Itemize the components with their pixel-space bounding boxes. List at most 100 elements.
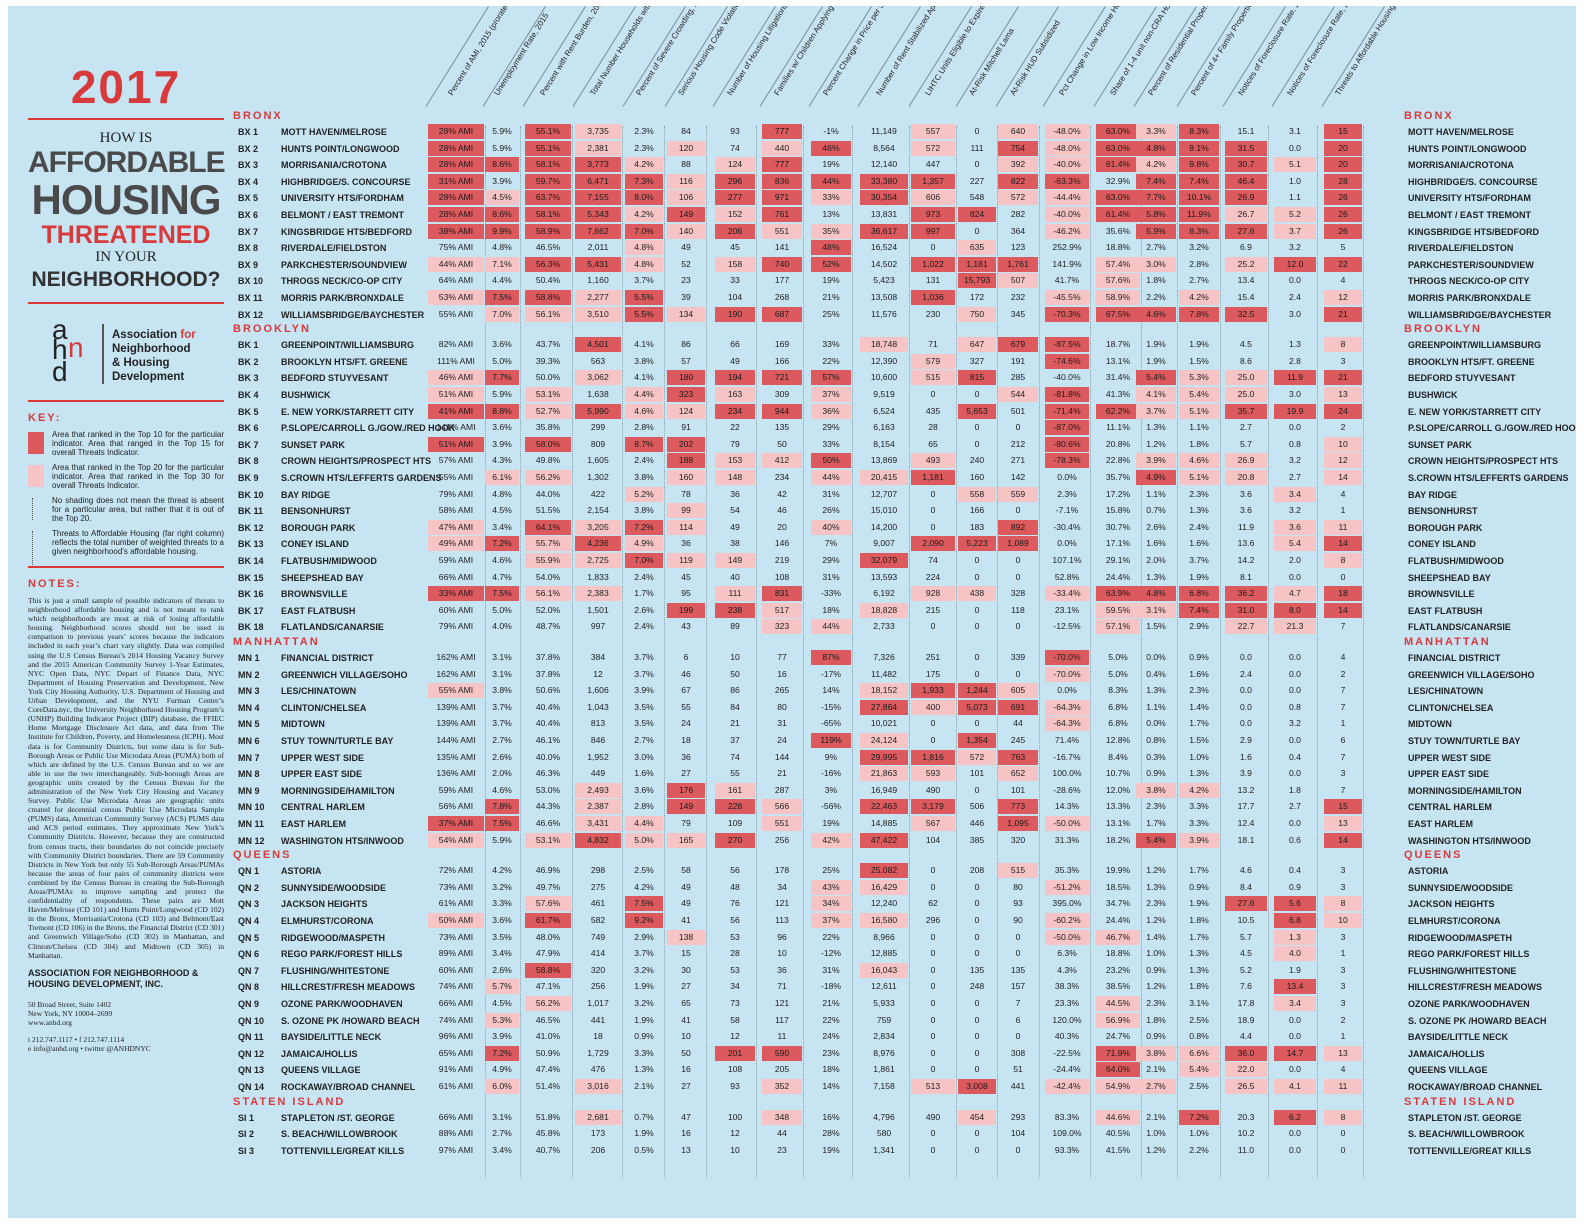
district-name-right: S.CROWN HTS/LEFFERTS GARDENS xyxy=(1408,473,1569,483)
data-cell: 43% xyxy=(811,879,851,895)
district-name: LES/CHINATOWN xyxy=(281,686,357,697)
district-name-right: FLATLANDS/CANARSIE xyxy=(1408,622,1511,633)
data-cell: 1.2% xyxy=(1146,981,1166,992)
data-cell: 240 xyxy=(969,455,985,466)
column-separator xyxy=(1141,126,1142,1178)
data-cell: 39 xyxy=(681,292,691,302)
data-cell: 4 xyxy=(1340,1064,1346,1075)
column-separator xyxy=(997,126,998,1178)
district-name-right: FINANCIAL DISTRICT xyxy=(1408,653,1501,663)
data-cell: 256 xyxy=(774,834,790,845)
data-cell: 515 xyxy=(911,370,955,386)
data-cell: 53.1% xyxy=(525,387,571,402)
data-cell: 5,653 xyxy=(958,403,996,419)
data-cell: 12,707 xyxy=(870,488,898,499)
table-row: BK 10 BAY RIDGE 79% AMI 4.8% 44.0% 422 5.2% 78 3… xyxy=(8,486,1576,503)
district-code: MN 5 xyxy=(238,719,260,730)
data-cell: 12,140 xyxy=(870,159,898,170)
data-cell: 24 xyxy=(777,735,787,745)
district-code: BK 5 xyxy=(238,406,259,417)
data-cell: 3.9% xyxy=(492,175,512,186)
data-cell: 50% xyxy=(811,453,851,469)
data-cell: 567 xyxy=(911,816,955,831)
logo-divider xyxy=(102,324,104,384)
data-cell: 7.5% xyxy=(485,586,519,602)
data-cell: 1 xyxy=(1340,505,1346,516)
data-cell: 3 xyxy=(1340,881,1346,892)
data-cell: 815 xyxy=(958,370,996,386)
table-row: MN 4 CLINTON/CHELSEA 139% AMI 3.7% 40.4% 1,04… xyxy=(8,699,1576,716)
data-cell: 11,149 xyxy=(871,126,897,136)
data-cell: 6.8% xyxy=(1108,701,1128,712)
data-cell: 175 xyxy=(925,668,941,679)
column-separator xyxy=(1090,126,1091,1178)
data-cell: 99 xyxy=(667,503,705,519)
data-cell: 51.8% xyxy=(535,1111,561,1122)
data-cell: 4.2% xyxy=(1179,290,1219,305)
data-cell: 296 xyxy=(925,915,941,925)
data-cell: 8.0 xyxy=(1274,602,1316,618)
data-cell: 95 xyxy=(681,588,691,599)
data-cell: 4.5% xyxy=(492,998,512,1008)
district-name: JACKSON HEIGHTS xyxy=(281,899,368,910)
data-cell: 0 xyxy=(974,422,980,433)
data-cell: 3 xyxy=(1340,931,1346,942)
data-cell: 323 xyxy=(762,619,802,635)
data-cell: 12 xyxy=(593,668,603,679)
data-cell: 177 xyxy=(774,275,790,286)
data-cell: 7.2% xyxy=(625,519,663,535)
data-cell: 48.0% xyxy=(535,931,561,942)
data-cell: 172 xyxy=(969,292,985,302)
data-cell: 1,605 xyxy=(587,455,609,466)
district-code: QN 7 xyxy=(238,965,260,976)
data-cell: 1.3% xyxy=(634,1064,654,1075)
district-code: BK 13 xyxy=(238,539,264,550)
data-cell: 30.7% xyxy=(1105,521,1131,532)
address-line: 50 Broad Street, Suite 1402 xyxy=(28,999,112,1009)
data-cell: -15% xyxy=(820,701,842,712)
district-code: BK 4 xyxy=(238,390,259,400)
data-cell: 124 xyxy=(715,157,755,173)
data-cell: 19% xyxy=(822,1144,840,1155)
data-cell: 55% AMI xyxy=(428,683,484,699)
data-cell: 997 xyxy=(590,621,606,632)
address-line: www.anhd.org xyxy=(28,1017,72,1027)
data-cell: 0.7% xyxy=(634,1111,654,1122)
data-cell: 2.3% xyxy=(1057,488,1077,499)
data-cell: 348 xyxy=(762,1109,802,1125)
table-row: QN 11 BAYSIDE/LITTLE NECK 96% AMI 3.9% 41.0%… xyxy=(8,1029,1576,1045)
data-cell: 0 xyxy=(930,981,936,992)
data-cell: 89% AMI xyxy=(438,948,474,959)
data-cell: 55% AMI xyxy=(438,472,474,482)
data-cell: 28% AMI xyxy=(428,207,484,222)
data-cell: -18% xyxy=(820,981,842,992)
data-cell: 3.7% xyxy=(634,668,654,679)
table-row: MN 3 LES/CHINATOWN 55% AMI 3.8% 50.6% 1,606 3.… xyxy=(8,683,1576,699)
district-name-right: RIDGEWOOD/MASPETH xyxy=(1408,932,1513,943)
data-cell: 23 xyxy=(777,1144,787,1155)
data-cell: 6.2 xyxy=(1274,1109,1316,1125)
data-cell: 572 xyxy=(998,190,1038,206)
data-cell: 11 xyxy=(1324,1079,1362,1094)
data-cell: 1.3% xyxy=(1189,768,1209,779)
district-name-right: EAST HARLEM xyxy=(1408,819,1473,829)
data-cell: 19.9% xyxy=(1105,865,1131,876)
data-cell: 1,761 xyxy=(998,256,1038,272)
table-row: BK 15 SHEEPSHEAD BAY 66% AMI 4.7% 54.0% 1,833… xyxy=(8,570,1576,586)
data-cell: 7.0% xyxy=(485,306,519,322)
data-cell: 0.8 xyxy=(1289,701,1301,712)
data-cell: 52.8% xyxy=(1054,571,1080,582)
data-cell: 412 xyxy=(762,453,802,469)
data-cell: 3.8% xyxy=(492,685,512,696)
data-cell: 3,016 xyxy=(575,1079,621,1094)
data-cell: 1.1% xyxy=(1146,488,1166,499)
data-cell: 11.9 xyxy=(1237,521,1255,532)
district-name-right: ROCKAWAY/BROAD CHANNEL xyxy=(1408,1082,1543,1092)
data-cell: 19% xyxy=(822,818,840,828)
data-cell: 0.9% xyxy=(634,1031,654,1042)
data-cell: 65 xyxy=(928,438,938,449)
district-code: MN 9 xyxy=(238,785,260,796)
data-cell: 108 xyxy=(727,1064,743,1075)
district-code: MN 8 xyxy=(238,769,260,780)
data-cell: 28% AMI xyxy=(428,140,484,156)
